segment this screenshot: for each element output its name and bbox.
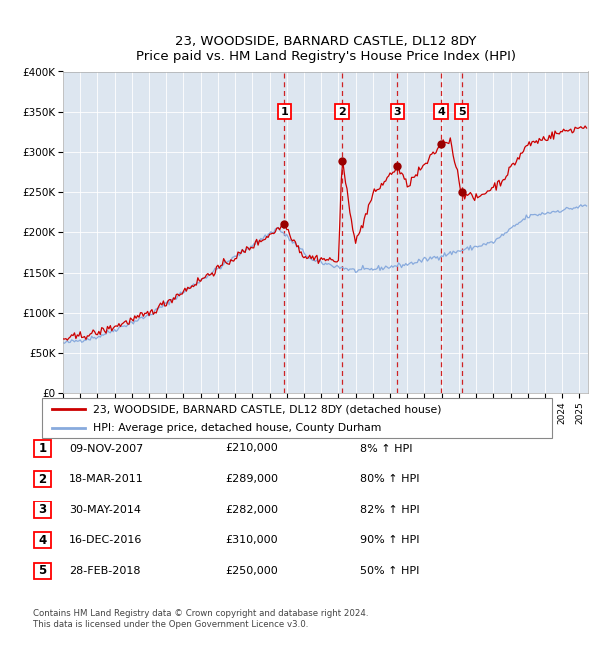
Text: 18-MAR-2011: 18-MAR-2011 [69, 474, 144, 484]
Text: 3: 3 [393, 107, 401, 117]
Text: This data is licensed under the Open Government Licence v3.0.: This data is licensed under the Open Gov… [33, 619, 308, 629]
Text: £289,000: £289,000 [225, 474, 278, 484]
Text: 4: 4 [38, 534, 47, 547]
Text: 82% ↑ HPI: 82% ↑ HPI [360, 504, 419, 515]
Text: 8% ↑ HPI: 8% ↑ HPI [360, 443, 413, 454]
FancyBboxPatch shape [34, 440, 51, 457]
Text: 2: 2 [38, 473, 47, 486]
Text: 80% ↑ HPI: 80% ↑ HPI [360, 474, 419, 484]
FancyBboxPatch shape [34, 532, 51, 549]
Text: HPI: Average price, detached house, County Durham: HPI: Average price, detached house, Coun… [93, 423, 382, 433]
FancyBboxPatch shape [34, 501, 51, 518]
Text: 5: 5 [38, 564, 47, 577]
Text: £250,000: £250,000 [225, 566, 278, 576]
Title: 23, WOODSIDE, BARNARD CASTLE, DL12 8DY
Price paid vs. HM Land Registry's House P: 23, WOODSIDE, BARNARD CASTLE, DL12 8DY P… [136, 35, 515, 64]
Text: 4: 4 [437, 107, 445, 117]
Text: 90% ↑ HPI: 90% ↑ HPI [360, 535, 419, 545]
Text: 1: 1 [38, 442, 47, 455]
Text: 2: 2 [338, 107, 346, 117]
Text: Contains HM Land Registry data © Crown copyright and database right 2024.: Contains HM Land Registry data © Crown c… [33, 609, 368, 618]
Text: 5: 5 [458, 107, 466, 117]
Text: £210,000: £210,000 [225, 443, 278, 454]
FancyBboxPatch shape [34, 562, 51, 579]
Text: 09-NOV-2007: 09-NOV-2007 [69, 443, 143, 454]
Text: 16-DEC-2016: 16-DEC-2016 [69, 535, 142, 545]
FancyBboxPatch shape [34, 471, 51, 488]
Text: 3: 3 [38, 503, 47, 516]
FancyBboxPatch shape [42, 398, 552, 438]
Text: 30-MAY-2014: 30-MAY-2014 [69, 504, 141, 515]
Text: 1: 1 [280, 107, 288, 117]
Text: 50% ↑ HPI: 50% ↑ HPI [360, 566, 419, 576]
Text: 28-FEB-2018: 28-FEB-2018 [69, 566, 140, 576]
Text: £310,000: £310,000 [225, 535, 278, 545]
Text: 23, WOODSIDE, BARNARD CASTLE, DL12 8DY (detached house): 23, WOODSIDE, BARNARD CASTLE, DL12 8DY (… [93, 404, 442, 414]
Text: £282,000: £282,000 [225, 504, 278, 515]
